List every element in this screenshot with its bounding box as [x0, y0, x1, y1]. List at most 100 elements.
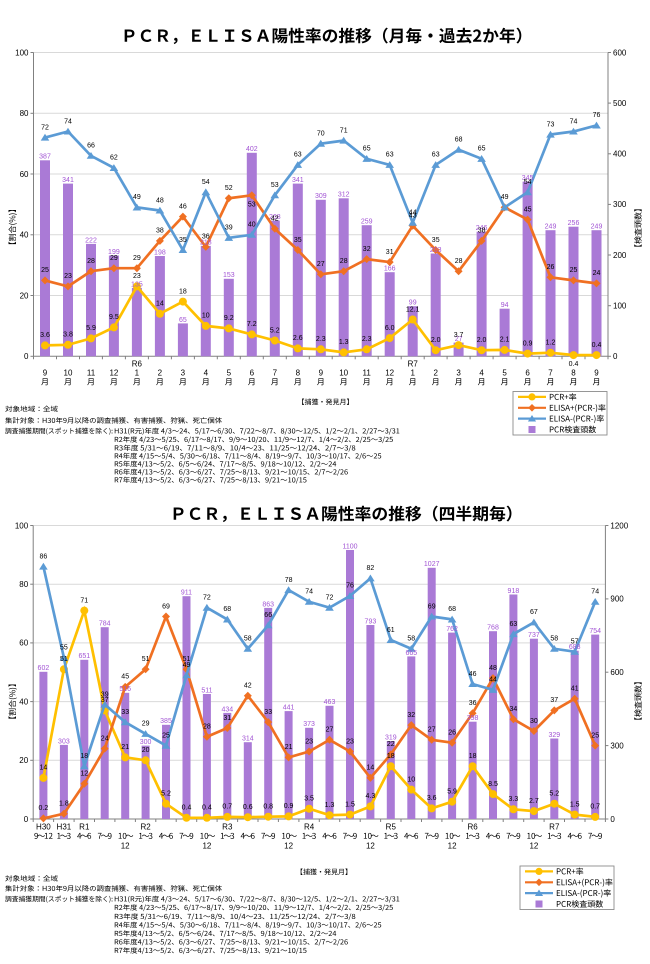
svg-text:63: 63 — [294, 152, 302, 159]
svg-text:600: 600 — [610, 668, 624, 677]
svg-text:71: 71 — [340, 127, 348, 134]
svg-text:0.4: 0.4 — [202, 805, 212, 812]
svg-text:49: 49 — [183, 662, 191, 669]
svg-text:309: 309 — [315, 193, 327, 200]
svg-text:R1: R1 — [79, 822, 90, 831]
svg-text:57: 57 — [571, 639, 579, 646]
svg-text:3.6: 3.6 — [40, 332, 50, 339]
svg-text:18: 18 — [80, 753, 88, 760]
svg-text:3.6: 3.6 — [427, 795, 437, 802]
svg-text:5.2: 5.2 — [270, 327, 280, 334]
svg-text:10: 10 — [407, 776, 415, 783]
svg-text:35: 35 — [432, 237, 440, 244]
svg-text:68: 68 — [223, 606, 231, 613]
svg-text:21: 21 — [121, 744, 129, 751]
svg-text:H31: H31 — [57, 822, 72, 831]
svg-text:20: 20 — [142, 747, 150, 754]
svg-text:20: 20 — [19, 756, 28, 765]
svg-text:14: 14 — [40, 765, 48, 772]
svg-text:51: 51 — [183, 656, 191, 663]
svg-text:12.1: 12.1 — [406, 306, 420, 313]
svg-text:31: 31 — [386, 249, 394, 256]
svg-text:9.2: 9.2 — [224, 315, 234, 322]
svg-text:14: 14 — [156, 301, 164, 308]
svg-text:71: 71 — [80, 597, 88, 604]
svg-text:44: 44 — [409, 209, 417, 216]
svg-text:31: 31 — [223, 715, 231, 722]
svg-text:6.0: 6.0 — [385, 325, 395, 332]
svg-text:99: 99 — [409, 300, 417, 307]
svg-text:303: 303 — [58, 738, 70, 745]
svg-text:516: 516 — [119, 686, 131, 693]
svg-text:373: 373 — [303, 721, 315, 728]
svg-text:67: 67 — [530, 609, 538, 616]
svg-text:39: 39 — [225, 225, 233, 232]
svg-text:1.8: 1.8 — [59, 801, 69, 808]
svg-text:7.2: 7.2 — [247, 321, 257, 328]
svg-text:39: 39 — [101, 691, 109, 698]
svg-text:11: 11 — [363, 369, 372, 378]
svg-text:37: 37 — [550, 697, 558, 704]
svg-text:2.0: 2.0 — [477, 337, 487, 344]
svg-text:256: 256 — [568, 220, 580, 227]
svg-text:23: 23 — [305, 738, 313, 745]
svg-text:23: 23 — [64, 273, 72, 280]
svg-text:63: 63 — [386, 152, 394, 159]
svg-text:82: 82 — [367, 565, 375, 572]
svg-text:0.7: 0.7 — [222, 804, 232, 811]
svg-text:62: 62 — [110, 155, 118, 162]
svg-text:12: 12 — [80, 771, 88, 778]
svg-text:385: 385 — [160, 718, 172, 725]
svg-text:51: 51 — [142, 656, 150, 663]
svg-text:2.0: 2.0 — [431, 337, 441, 344]
svg-text:R5: R5 — [386, 822, 397, 831]
svg-text:54: 54 — [202, 179, 210, 186]
svg-text:398: 398 — [467, 715, 479, 722]
svg-text:3.3: 3.3 — [509, 796, 519, 803]
svg-text:3: 3 — [181, 369, 186, 378]
svg-text:1.3: 1.3 — [339, 339, 349, 346]
svg-text:2.1: 2.1 — [500, 337, 510, 344]
svg-text:60: 60 — [20, 170, 29, 179]
svg-text:30: 30 — [530, 718, 538, 725]
svg-text:36: 36 — [202, 234, 210, 241]
svg-text:35: 35 — [294, 237, 302, 244]
svg-text:300: 300 — [140, 739, 152, 746]
svg-text:7: 7 — [548, 369, 553, 378]
svg-text:72: 72 — [326, 595, 334, 602]
svg-text:53: 53 — [248, 201, 256, 208]
svg-text:H30: H30 — [36, 822, 51, 831]
svg-text:341: 341 — [292, 177, 304, 184]
svg-text:21: 21 — [285, 744, 293, 751]
svg-text:32: 32 — [407, 712, 415, 719]
svg-text:3.8: 3.8 — [63, 332, 73, 339]
svg-text:0: 0 — [24, 815, 29, 824]
svg-text:329: 329 — [548, 732, 560, 739]
svg-text:1100: 1100 — [342, 543, 357, 550]
svg-text:153: 153 — [223, 272, 235, 279]
svg-text:341: 341 — [62, 177, 74, 184]
svg-text:198: 198 — [154, 249, 166, 256]
svg-text:8: 8 — [571, 369, 576, 378]
svg-text:911: 911 — [181, 590, 192, 597]
svg-text:135: 135 — [131, 281, 143, 288]
svg-text:24: 24 — [593, 270, 601, 277]
svg-text:12: 12 — [385, 369, 394, 378]
svg-text:2: 2 — [433, 369, 438, 378]
svg-text:8: 8 — [296, 369, 301, 378]
svg-text:400: 400 — [613, 150, 627, 159]
svg-text:665: 665 — [405, 650, 417, 657]
svg-text:61: 61 — [387, 627, 395, 634]
svg-text:387: 387 — [39, 154, 51, 161]
svg-text:12: 12 — [448, 842, 457, 851]
svg-text:402: 402 — [246, 146, 258, 153]
svg-text:2.3: 2.3 — [362, 336, 372, 343]
svg-text:24: 24 — [101, 735, 109, 742]
svg-text:66: 66 — [87, 143, 95, 150]
svg-text:R4: R4 — [304, 822, 315, 831]
svg-text:222: 222 — [85, 237, 97, 244]
svg-text:R2: R2 — [140, 822, 151, 831]
svg-text:38: 38 — [478, 228, 486, 235]
svg-text:29: 29 — [142, 721, 150, 728]
svg-text:0.6: 0.6 — [243, 804, 253, 811]
